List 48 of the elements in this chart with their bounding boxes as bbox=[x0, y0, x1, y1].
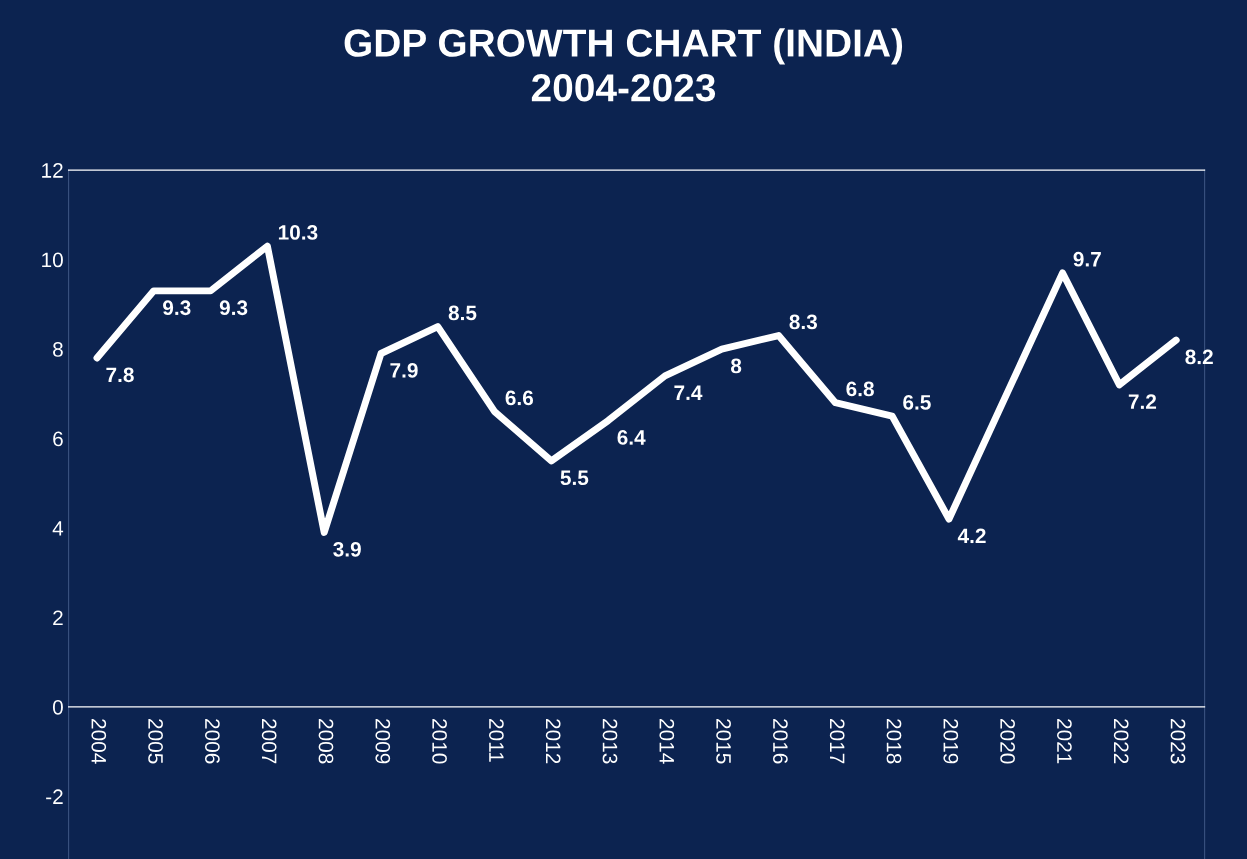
x-tick-label: 2021 bbox=[1057, 719, 1072, 764]
data-label: 7.8 bbox=[106, 367, 134, 383]
data-label: 6.6 bbox=[505, 390, 534, 406]
y-tick-label: 4 bbox=[52, 521, 64, 536]
y-tick-label: 2 bbox=[53, 610, 63, 625]
x-tick-label: 2014 bbox=[659, 719, 675, 764]
data-label: 8.5 bbox=[448, 305, 477, 321]
x-tick-label: 2023 bbox=[1170, 719, 1186, 764]
data-label: 8 bbox=[730, 358, 742, 374]
x-tick-label: 2015 bbox=[716, 719, 731, 764]
x-tick-label: 2009 bbox=[375, 719, 391, 764]
chart-title: GDP GROWTH CHART (INDIA) 2004-2023 bbox=[344, 28, 903, 102]
y-tick-label: 6 bbox=[53, 431, 63, 447]
data-label: 5.5 bbox=[560, 470, 589, 486]
data-label: 9.7 bbox=[1073, 251, 1101, 267]
x-tick-label: 2018 bbox=[886, 719, 902, 764]
y-tick-label: 10 bbox=[42, 252, 63, 268]
data-label: 8.3 bbox=[789, 314, 818, 330]
x-tick-label: 2012 bbox=[545, 719, 561, 764]
x-tick-label: 2020 bbox=[1000, 719, 1015, 764]
data-label: 7.2 bbox=[1128, 394, 1157, 409]
y-tick-label: 0 bbox=[52, 699, 63, 715]
x-tick-label: 2006 bbox=[204, 719, 220, 764]
x-tick-label: 2010 bbox=[432, 719, 447, 764]
data-label: 7.9 bbox=[390, 362, 418, 378]
data-label: 6.4 bbox=[617, 430, 646, 445]
x-tick-label: 2016 bbox=[773, 719, 788, 764]
data-label: 10.3 bbox=[278, 225, 318, 240]
data-label: 3.9 bbox=[333, 541, 361, 557]
data-label: 9.3 bbox=[219, 300, 248, 316]
x-tick-label: 2019 bbox=[943, 719, 959, 764]
data-label: 9.3 bbox=[163, 300, 191, 316]
x-tick-label: 2017 bbox=[829, 719, 845, 764]
x-tick-label: 2022 bbox=[1113, 719, 1129, 764]
y-tick-label: -2 bbox=[46, 789, 63, 804]
x-tick-label: 2007 bbox=[261, 719, 277, 764]
x-tick-label: 2008 bbox=[318, 719, 334, 764]
y-tick-label: 8 bbox=[53, 342, 63, 357]
x-tick-label: 2005 bbox=[148, 719, 163, 764]
data-label: 6.5 bbox=[903, 395, 931, 410]
data-label: 4.2 bbox=[957, 528, 986, 544]
data-label: 6.8 bbox=[846, 381, 874, 397]
x-tick-label: 2013 bbox=[602, 719, 618, 764]
y-tick-label: 12 bbox=[42, 163, 63, 178]
x-tick-label: 2011 bbox=[489, 719, 504, 762]
data-label: 8.2 bbox=[1185, 349, 1213, 365]
data-label: 7.4 bbox=[674, 385, 703, 400]
x-tick-label: 2004 bbox=[91, 719, 107, 764]
